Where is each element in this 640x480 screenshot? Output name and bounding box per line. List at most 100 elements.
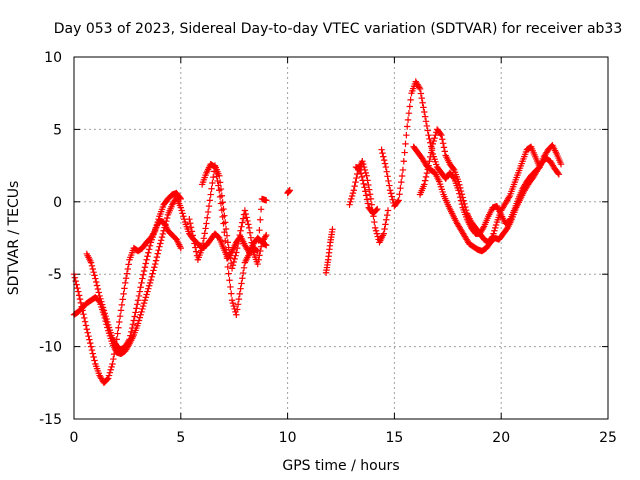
data-point [555,171,563,178]
data-point [373,230,381,237]
data-point [373,206,380,214]
data-point [480,224,487,232]
data-point [405,109,413,117]
series-arc3 [83,217,184,353]
data-point [187,224,195,231]
data-point [122,275,130,282]
data-point [123,270,131,277]
data-point [357,170,365,177]
data-point [536,163,543,171]
y-axis-label: SDTVAR / TECUs [6,181,22,296]
data-point [127,332,134,339]
data-point [103,315,110,323]
data-point [404,116,412,124]
data-point [207,191,214,198]
data-point [348,192,356,200]
data-point [186,215,193,223]
data-point [131,313,138,320]
data-point [247,234,255,241]
data-point [379,149,386,157]
data-point [360,160,367,168]
data-point [422,118,430,125]
data-point [233,306,241,313]
y-tick-label: -10 [39,340,62,356]
data-point [460,197,467,204]
data-point [155,246,162,254]
data-point [227,283,234,291]
data-point [99,304,107,311]
data-point [104,318,111,326]
data-point [425,162,432,169]
data-point [363,196,371,203]
data-point [189,232,196,239]
data-point [134,297,142,304]
data-point [238,280,245,287]
data-point [256,252,263,259]
data-point [450,165,457,172]
data-point [257,206,265,213]
data-point [136,288,143,295]
data-point [363,172,370,179]
data-point [240,264,248,272]
data-point [139,305,146,313]
data-point [153,253,161,261]
axis-ticks [73,56,609,420]
data-point [462,203,469,211]
data-point [143,291,150,298]
data-point [121,285,128,292]
data-point [233,249,240,256]
series-arc12 [416,126,543,246]
data-point [428,145,436,152]
data-point [204,208,212,216]
data-point [202,225,209,232]
data-point [386,182,393,189]
data-point [242,210,249,218]
data-point [114,330,121,337]
data-point [91,272,98,279]
data-point [132,309,139,316]
data-point [145,282,153,289]
data-point [363,192,370,199]
data-point [420,104,427,111]
data-point [98,298,105,305]
data-point [149,270,156,277]
data-point [407,96,414,104]
data-point [365,181,372,189]
data-point [368,201,375,208]
data-point [138,308,145,316]
data-point [80,310,87,318]
data-point [140,302,147,310]
data-point [212,168,220,175]
data-point [140,267,148,275]
data-point [244,217,251,225]
data-point [228,297,236,304]
data-point [146,242,154,250]
series-arc9 [352,163,381,217]
data-point [119,296,126,303]
data-point [351,182,358,190]
data-point [362,188,369,195]
data-point [426,135,433,143]
data-point [232,252,239,259]
data-point [163,214,171,222]
data-point [239,219,246,226]
data-point [229,262,237,269]
data-point [382,163,390,171]
data-point [371,224,379,232]
data-point [87,343,95,350]
data-point [200,235,208,242]
data-point [233,244,241,252]
data-point [180,213,187,220]
grid [74,57,608,419]
data-point [419,99,426,106]
data-point [248,239,255,246]
data-point [87,339,94,347]
data-point [382,221,389,228]
data-point [402,140,409,148]
data-point [145,249,152,256]
data-point [421,181,428,188]
data-point [398,172,406,180]
data-point [134,320,142,327]
data-point [236,290,243,298]
data-point [421,113,429,120]
